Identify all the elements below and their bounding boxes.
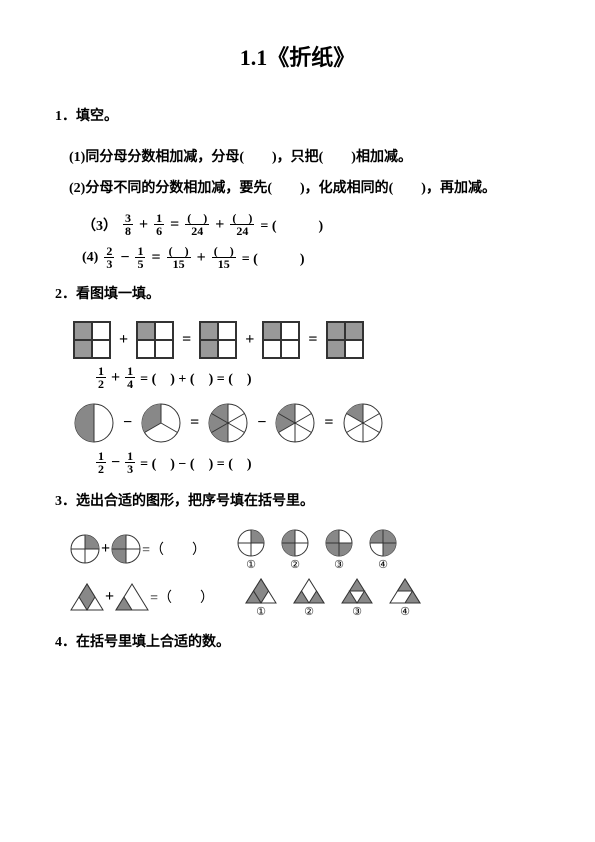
q3-circle-options: ① ② ③ ④	[236, 528, 398, 571]
q2-heading: 2．看图填一填。	[55, 280, 540, 311]
opt-circle-2	[280, 528, 310, 558]
opt-circle-3	[324, 528, 354, 558]
q2-squares-row: + = + =	[69, 321, 540, 359]
q2-expr2: 12 − 13 = ( ) − ( ) = ( )	[95, 450, 540, 475]
q1-part2: (2)分母不同的分数相加减，要先( )，化成相同的( )，再加减。	[69, 174, 540, 205]
circle-3sixths	[207, 402, 249, 444]
fraction-1-5: 15	[135, 245, 145, 270]
q1d-prefix: (4)	[82, 250, 98, 266]
expr1-blanks: = ( ) + ( ) = ( )	[140, 368, 251, 388]
circle-2sixths	[274, 402, 316, 444]
q1c-prefix: （3）	[82, 215, 117, 235]
opt-tri-4	[388, 577, 422, 605]
q1-part1: (1)同分母分数相加减，分母( )，只把( )相加减。	[69, 143, 540, 174]
opt-tri-3	[340, 577, 374, 605]
square-quarter	[136, 321, 174, 359]
minus-icon: −	[257, 414, 266, 432]
page-title: 1.1《折纸》	[55, 40, 540, 72]
plus-icon: +	[105, 588, 114, 606]
q3-circle-b	[110, 533, 142, 565]
fraction-1-4: 14	[125, 365, 135, 390]
fraction-3-8: 38	[123, 212, 133, 237]
q2-expr1: 12 + 14 = ( ) + ( ) = ( )	[95, 365, 540, 390]
square-quarter-alt	[262, 321, 300, 359]
fraction-1-3: 13	[125, 450, 135, 475]
q3-triangle-options: ① ② ③ ④	[244, 577, 422, 618]
square-half-alt	[199, 321, 237, 359]
minus-icon: −	[111, 454, 120, 472]
expr2-blanks: = ( ) − ( ) = ( )	[140, 453, 251, 473]
fraction-blank-15a: ( )15	[167, 245, 191, 270]
q1-part4: (4) 23 − 15 = ( )15 + ( )15 = ( )	[79, 245, 540, 270]
opt-tri-2	[292, 577, 326, 605]
q3-eq1: =（ ）	[142, 539, 206, 559]
equals-icon: =	[151, 249, 160, 267]
opt-circle-4	[368, 528, 398, 558]
fraction-1-2: 12	[96, 365, 106, 390]
q3-triangle-row: + =（ ） ① ② ③ ④	[69, 577, 540, 618]
plus-icon: +	[215, 216, 224, 234]
equals-icon: =	[308, 331, 317, 349]
fraction-blank-24a: ( )24	[185, 212, 209, 237]
plus-icon: +	[101, 540, 110, 558]
plus-icon: +	[245, 331, 254, 349]
q1-part3: （3） 38 + 16 = ( )24 + ( )24 = ( )	[79, 212, 540, 237]
equals-icon: =	[182, 331, 191, 349]
circle-1sixth	[342, 402, 384, 444]
minus-icon: −	[120, 249, 129, 267]
q2-circles-row: − = − =	[69, 402, 540, 444]
square-half	[73, 321, 111, 359]
opt-tri-1	[244, 577, 278, 605]
equals-icon: =	[170, 216, 179, 234]
plus-icon: +	[111, 369, 120, 387]
square-three-quarter	[326, 321, 364, 359]
q4-heading: 4．在括号里填上合适的数。	[55, 628, 540, 659]
plus-icon: +	[119, 331, 128, 349]
circle-half	[73, 402, 115, 444]
q1c-result: = ( )	[260, 215, 323, 235]
fraction-1-2b: 12	[96, 450, 106, 475]
q3-heading: 3．选出合适的图形，把序号填在括号里。	[55, 487, 540, 518]
q3-tri-a	[69, 582, 105, 612]
q1d-result: = ( )	[242, 248, 305, 268]
q3-eq2: =（ ）	[150, 587, 214, 607]
fraction-2-3: 23	[104, 245, 114, 270]
q3-tri-b	[114, 582, 150, 612]
minus-icon: −	[123, 414, 132, 432]
equals-icon: =	[190, 414, 199, 432]
fraction-1-6: 16	[154, 212, 164, 237]
q3-circle-row: + =（ ） ① ② ③ ④	[69, 528, 540, 571]
plus-icon: +	[197, 249, 206, 267]
equals-icon: =	[324, 414, 333, 432]
q1-heading: 1．填空。	[55, 102, 540, 133]
opt-circle-1	[236, 528, 266, 558]
fraction-blank-24b: ( )24	[230, 212, 254, 237]
plus-icon: +	[139, 216, 148, 234]
fraction-blank-15b: ( )15	[212, 245, 236, 270]
q3-circle-a	[69, 533, 101, 565]
circle-third	[140, 402, 182, 444]
